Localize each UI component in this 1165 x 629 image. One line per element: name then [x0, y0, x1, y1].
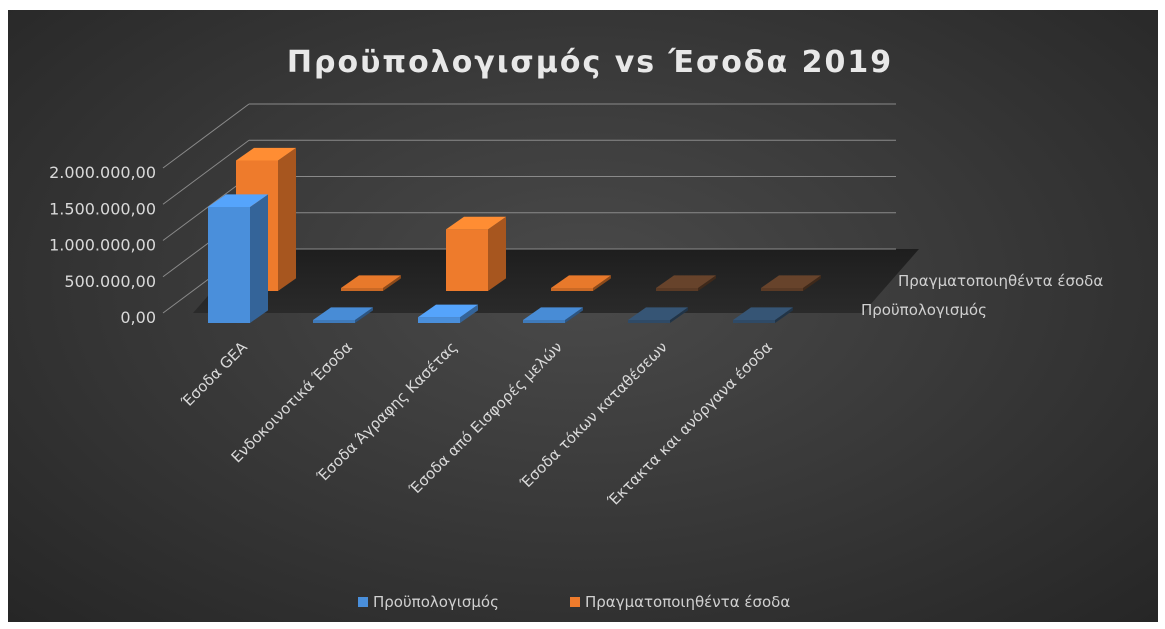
legend-swatch-budget: [358, 597, 368, 607]
bar-top-face: [551, 275, 611, 288]
bar-front-face: [313, 320, 355, 323]
bar-side-face: [278, 147, 296, 291]
chart-area: 0,00 500.000,00 1.000.000,00 1.500.000,00 2.…: [8, 10, 1158, 622]
y-tick-label: 500.000,00: [64, 272, 156, 291]
bars-group: [208, 147, 821, 323]
bar-side-face: [775, 307, 793, 323]
bar-actual-2: [446, 216, 506, 291]
bar-actual-4: [656, 275, 716, 291]
bar-budget-2: [418, 304, 478, 323]
x-tick-label: Έκτακτα και ανόργανα έσοδα: [604, 338, 776, 510]
series-axis-label-actual: Πραγματοποιηθέντα έσοδα: [898, 272, 1103, 290]
bar-side-face: [460, 304, 478, 323]
y-tick-label: 1.500.000,00: [49, 199, 156, 218]
bar-budget-3: [523, 307, 583, 323]
bar-actual-1: [341, 275, 401, 291]
bar-top-face: [236, 147, 296, 161]
legend-label-actual: Πραγματοποιηθέντα έσοδα: [585, 593, 790, 611]
bar-side-face: [488, 216, 506, 291]
bar-side-face: [355, 307, 373, 323]
bar-top-face: [208, 194, 268, 207]
chart-canvas: 0,00 500.000,00 1.000.000,00 1.500.000,00 2.…: [49, 45, 1103, 611]
x-tick-label: Ενδοκοινοτικά Έσοδα: [228, 338, 356, 466]
bar-front-face: [523, 320, 565, 323]
bar-budget-1: [313, 307, 373, 323]
y-tick-label: 0,00: [120, 308, 156, 327]
bar-front-face: [341, 288, 383, 291]
bar-top-face: [656, 275, 716, 288]
legend: Προϋπολογισμός Πραγματοποιηθέντα έσοδα: [358, 593, 790, 611]
bar-front-face: [733, 320, 775, 323]
bar-front-face: [628, 320, 670, 323]
y-tick-label: 2.000.000,00: [49, 163, 156, 182]
bar-side-face: [698, 275, 716, 291]
bar-top-face: [523, 307, 583, 320]
gridline-left: [162, 139, 250, 205]
gridline-left: [162, 103, 250, 169]
bar-side-face: [593, 275, 611, 291]
legend-swatch-actual: [570, 597, 580, 607]
bar-front-face: [656, 288, 698, 291]
bar-budget-0: [208, 194, 268, 323]
legend-label-budget: Προϋπολογισμός: [373, 593, 499, 611]
bar-front-face: [761, 288, 803, 291]
gridline-left: [162, 176, 250, 241]
y-tick-label: 1.000.000,00: [49, 236, 156, 255]
bar-front-face: [446, 229, 488, 291]
bar-front-face: [418, 317, 460, 323]
bar-front-face: [551, 288, 593, 291]
bar-side-face: [670, 307, 688, 323]
bar-side-face: [565, 307, 583, 323]
bar-top-face: [341, 275, 401, 288]
bar-side-face: [250, 194, 268, 323]
bar-actual-3: [551, 275, 611, 291]
bar-top-face: [418, 304, 478, 318]
bar-budget-4: [628, 307, 688, 323]
chart-title: Προϋπολογισμός vs Έσοδα 2019: [287, 45, 893, 80]
chart-walls: [193, 249, 919, 313]
bar-top-face: [446, 216, 506, 230]
bar-top-face: [628, 307, 688, 320]
bar-top-face: [733, 307, 793, 320]
bar-side-face: [383, 275, 401, 291]
bar-actual-5: [761, 275, 821, 291]
bar-side-face: [803, 275, 821, 291]
x-tick-label: Έσοδα GEA: [177, 338, 251, 412]
bar-budget-5: [733, 307, 793, 323]
y-axis: 0,00 500.000,00 1.000.000,00 1.500.000,00 2.…: [49, 163, 156, 327]
chart-floor: [193, 249, 919, 313]
bar-front-face: [208, 207, 250, 323]
series-axis-label-budget: Προϋπολογισμός: [861, 301, 987, 319]
bar-top-face: [761, 275, 821, 288]
bar-top-face: [313, 307, 373, 320]
